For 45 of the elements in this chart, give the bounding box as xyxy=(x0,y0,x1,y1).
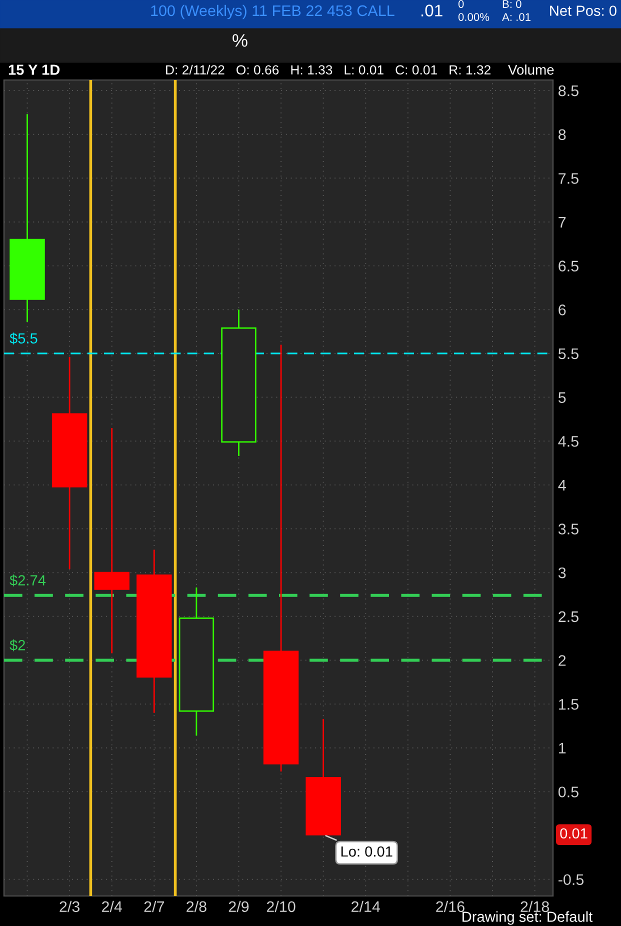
x-tick-label: 2/16 xyxy=(436,900,464,912)
y-tick-label: 3.5 xyxy=(558,524,578,534)
chart-subtitle: D: 2/11/22 O: 0.66 H: 1.33 L: 0.01 C: 0.01 R: 1.32 xyxy=(166,64,490,75)
text: 0.00% xyxy=(458,13,490,21)
ref-line-label: $5.5 xyxy=(10,332,38,344)
text: Volume xyxy=(508,64,554,75)
text: % xyxy=(232,34,248,47)
y-tick-label: 6.5 xyxy=(558,260,578,272)
y-tick-label: -0.5 xyxy=(558,874,584,886)
x-tick-label: 2/9 xyxy=(228,900,249,912)
y-tick-label: 4.5 xyxy=(558,436,578,447)
candlestick xyxy=(94,427,130,654)
y-tick-label: 3 xyxy=(558,567,566,578)
y-tick-label: 5.5 xyxy=(558,348,578,360)
text: .01 xyxy=(422,4,442,16)
y-tick-label: 7.5 xyxy=(558,173,578,184)
chart-title: 15 Y 1D xyxy=(8,64,60,75)
y-tick-label: 4 xyxy=(558,480,566,490)
text: 0 xyxy=(458,0,464,8)
y-tick-label: 8 xyxy=(558,129,566,140)
text: Net Pos: 0 xyxy=(550,6,616,16)
y-tick-label: 1 xyxy=(559,742,566,754)
y-tick-label: 2 xyxy=(558,655,566,666)
y-tick-label: 6 xyxy=(558,304,566,316)
text: Drawing set: Default xyxy=(462,911,593,925)
y-tick-label: 5 xyxy=(558,392,566,403)
ref-line-label: $2.74 xyxy=(10,574,46,586)
x-tick-label: 2/3 xyxy=(60,900,80,912)
y-tick-label: 0.5 xyxy=(558,786,578,798)
text: B: 0 xyxy=(502,0,522,8)
text: A: .01 xyxy=(502,13,530,21)
y-tick-label: 2.5 xyxy=(558,611,578,622)
x-tick-label: 2/4 xyxy=(102,900,122,912)
y-tick-label: 7 xyxy=(558,217,566,228)
annotation: Lo: 0.01 xyxy=(341,846,392,857)
x-tick-label: 2/14 xyxy=(352,900,380,912)
x-tick-label: 2/7 xyxy=(144,900,164,912)
text: 100 (Weeklys) 11 FEB 22 453 CALL xyxy=(151,4,394,20)
ref-line-label: $2 xyxy=(10,639,25,652)
y-tick-label: 1.5 xyxy=(559,699,578,710)
x-tick-label: 2/10 xyxy=(266,900,296,912)
text: 0.01 xyxy=(560,828,588,839)
x-tick-label: 2/8 xyxy=(186,900,206,912)
x-tick-label: 2/18 xyxy=(520,900,550,912)
y-tick-label: 8.5 xyxy=(558,85,578,96)
